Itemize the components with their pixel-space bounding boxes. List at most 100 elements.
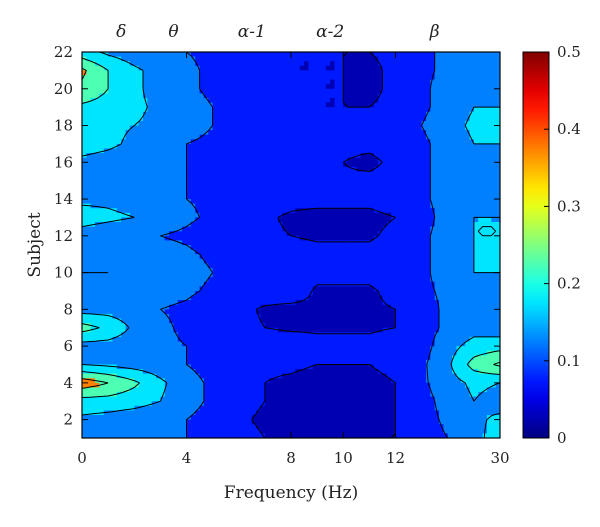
heat-cell <box>256 70 262 76</box>
heat-cell <box>291 97 296 104</box>
heat-cell <box>347 65 353 71</box>
heat-cell <box>195 88 201 94</box>
heat-cell <box>199 267 205 274</box>
heat-cell <box>391 258 397 264</box>
heat-cell <box>482 111 488 117</box>
heat-cell <box>382 208 388 214</box>
heat-cell <box>473 97 479 104</box>
heat-cell <box>343 153 349 159</box>
heat-cell <box>421 235 427 242</box>
heat-cell <box>129 125 135 131</box>
heat-cell <box>291 139 296 145</box>
heat-cell <box>177 125 183 131</box>
heat-cell <box>169 189 175 196</box>
heat-cell <box>321 162 327 168</box>
heat-cell <box>230 111 235 117</box>
heat-cell <box>312 134 318 140</box>
heat-cell <box>373 272 379 278</box>
heat-cell <box>169 148 175 154</box>
heat-cell <box>90 116 96 122</box>
heat-cell <box>351 93 357 99</box>
heat-cell <box>330 88 336 94</box>
heat-cell <box>138 240 144 246</box>
heat-cell <box>269 267 275 274</box>
heat-cell <box>286 139 292 145</box>
heat-cell <box>234 111 240 117</box>
heat-cell <box>182 107 188 113</box>
heat-cell <box>138 157 144 163</box>
heat-cell <box>399 254 405 260</box>
heat-cell <box>347 74 353 81</box>
heat-cell <box>443 189 449 196</box>
heat-cell <box>482 171 488 177</box>
heat-cell <box>421 176 427 182</box>
heat-cell <box>273 111 279 117</box>
heat-cell <box>321 153 327 159</box>
heat-cell <box>443 185 449 191</box>
heat-cell <box>356 74 362 81</box>
heat-cell <box>116 65 122 71</box>
heat-cell <box>195 148 201 154</box>
heat-cell <box>491 217 497 223</box>
heat-cell <box>425 217 431 223</box>
heat-cell <box>169 157 175 163</box>
heat-cell <box>417 134 423 140</box>
heat-cell <box>430 52 436 58</box>
heat-cell <box>434 267 440 274</box>
heat-cell <box>108 254 114 260</box>
heat-cell <box>156 286 161 292</box>
heat-cell <box>334 180 340 186</box>
heat-cell <box>421 74 427 81</box>
heat-cell <box>351 70 357 76</box>
heat-cell <box>243 143 249 150</box>
heat-cell <box>495 61 500 67</box>
heat-cell <box>434 120 440 127</box>
heat-cell <box>243 157 249 163</box>
heat-cell <box>216 263 222 269</box>
heat-cell <box>391 217 397 223</box>
heat-cell <box>386 254 392 260</box>
heat-cell <box>469 180 475 186</box>
heat-cell <box>360 277 366 283</box>
heat-cell <box>399 153 405 159</box>
heat-cell <box>365 235 370 242</box>
heat-cell <box>99 217 105 223</box>
heat-cell <box>138 185 144 191</box>
heat-cell <box>443 61 449 67</box>
heat-cell <box>469 88 475 94</box>
heat-cell <box>421 245 427 251</box>
heat-cell <box>225 153 231 159</box>
heat-cell <box>95 272 101 278</box>
heat-cell <box>160 166 166 173</box>
heat-cell <box>304 171 310 177</box>
heat-cell <box>164 56 170 62</box>
heat-cell <box>443 84 449 90</box>
heat-cell <box>460 102 466 108</box>
heat-cell <box>465 212 471 219</box>
heat-cell <box>486 254 492 260</box>
heat-cell <box>151 166 157 173</box>
heat-cell <box>251 166 257 173</box>
heat-cell <box>299 176 305 182</box>
heat-cell <box>138 134 144 140</box>
heat-cell <box>469 203 475 209</box>
heat-cell <box>425 61 431 67</box>
heat-cell <box>295 249 301 255</box>
heat-cell <box>399 189 405 196</box>
heat-cell <box>243 272 249 278</box>
heat-cell <box>264 194 270 200</box>
heat-cell <box>221 226 227 232</box>
heat-cell <box>491 203 497 209</box>
heat-cell <box>186 240 192 246</box>
heat-cell <box>164 254 170 260</box>
heat-cell <box>304 212 310 219</box>
heat-cell <box>369 84 375 90</box>
heat-cell <box>325 157 331 163</box>
heat-cell <box>121 120 127 127</box>
heat-cell <box>330 212 336 219</box>
heat-cell <box>103 93 109 99</box>
heat-cell <box>103 130 109 136</box>
heat-cell <box>282 74 288 81</box>
heat-cell <box>486 134 492 140</box>
heat-cell <box>399 130 405 136</box>
